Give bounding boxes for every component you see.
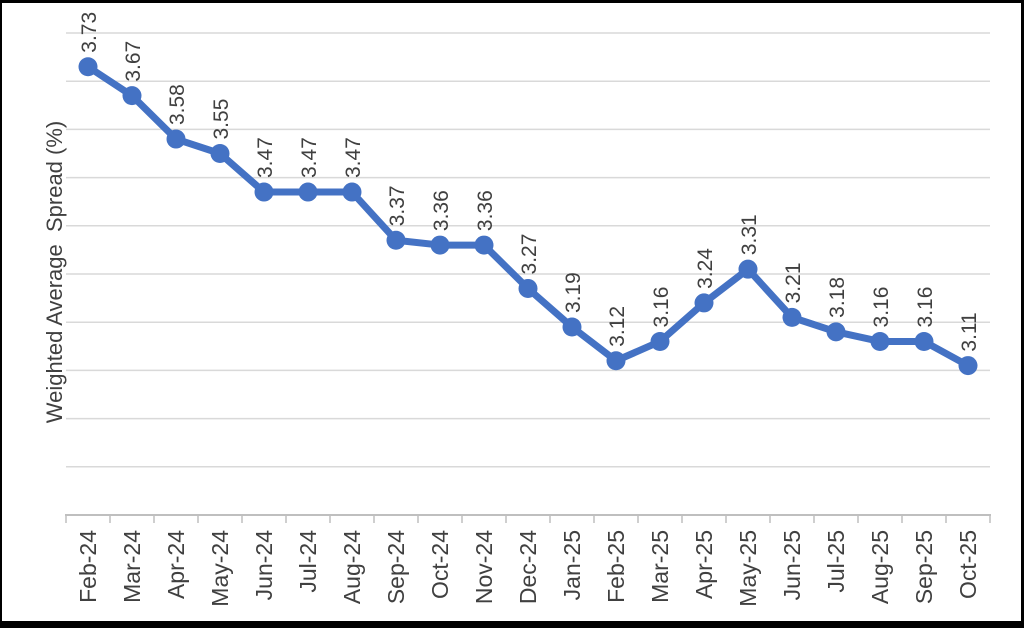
data-label: 3.27 bbox=[518, 234, 541, 275]
x-axis-tick-label: Mar-25 bbox=[647, 530, 673, 603]
data-point-marker bbox=[122, 86, 142, 106]
data-label: 3.11 bbox=[958, 312, 981, 351]
data-label: 3.12 bbox=[606, 306, 629, 347]
data-label: 3.24 bbox=[694, 248, 717, 289]
x-axis-tick-label: Mar-24 bbox=[119, 530, 145, 603]
data-label: 3.16 bbox=[650, 287, 673, 328]
data-point-marker bbox=[254, 182, 274, 202]
data-label: 3.67 bbox=[122, 41, 145, 82]
data-point-marker bbox=[958, 356, 978, 376]
x-axis-tick-label: Dec-24 bbox=[515, 530, 541, 604]
data-label: 3.19 bbox=[562, 272, 585, 313]
x-axis-tick-label: May-24 bbox=[207, 530, 233, 607]
data-label: 3.47 bbox=[298, 137, 321, 178]
data-point-marker bbox=[430, 235, 450, 255]
x-axis-tick-label: Apr-24 bbox=[163, 530, 189, 599]
data-point-marker bbox=[342, 182, 362, 202]
x-axis-tick-label: May-25 bbox=[735, 530, 761, 607]
data-label: 3.36 bbox=[474, 190, 497, 231]
data-label: 3.73 bbox=[78, 12, 101, 53]
data-point-marker bbox=[694, 293, 714, 313]
data-label: 3.55 bbox=[210, 99, 233, 140]
data-label: 3.47 bbox=[254, 137, 277, 178]
chart-canvas: 3.73 3.67 3.58 3.55 3.47 3.47 3.47 3.37 3.36 3.36… bbox=[2, 3, 1021, 621]
data-point-marker bbox=[738, 259, 758, 279]
x-axis-tick-label: Aug-25 bbox=[867, 530, 893, 604]
data-label: 3.58 bbox=[166, 84, 189, 125]
data-point-marker bbox=[474, 235, 494, 255]
data-point-marker bbox=[870, 331, 890, 351]
x-axis-tick-label: Jun-25 bbox=[779, 530, 805, 600]
data-point-marker bbox=[210, 144, 230, 163]
data-point-marker bbox=[562, 317, 582, 337]
line-chart: 3.73 3.67 3.58 3.55 3.47 3.47 3.47 3.37 3.36 3.36… bbox=[42, 12, 991, 607]
x-axis-tick-label: Feb-24 bbox=[75, 530, 101, 603]
y-axis-title: Weighted Average Spread (%) bbox=[42, 121, 67, 423]
data-label: 3.16 bbox=[914, 287, 937, 328]
data-point-marker bbox=[518, 278, 538, 298]
data-point-marker bbox=[166, 129, 186, 149]
x-axis-tick-label: Jan-25 bbox=[559, 530, 585, 600]
data-point-marker bbox=[914, 331, 934, 351]
x-axis-tick-label: Sep-24 bbox=[383, 530, 409, 604]
data-point-marker bbox=[386, 230, 406, 250]
x-axis-tick-label: Jul-25 bbox=[823, 530, 849, 593]
data-label: 3.47 bbox=[342, 137, 365, 178]
data-label: 3.31 bbox=[738, 214, 761, 255]
x-axis-tick-label: Nov-24 bbox=[471, 530, 497, 604]
data-point-marker bbox=[650, 331, 670, 351]
x-axis-tick-label: Feb-25 bbox=[603, 530, 629, 603]
x-axis-tick-label: Jun-24 bbox=[251, 530, 277, 601]
data-point-marker bbox=[782, 307, 802, 327]
data-point-marker bbox=[78, 57, 98, 77]
x-axis-tick-label: Oct-24 bbox=[427, 530, 453, 599]
x-axis-tick-label: Aug-24 bbox=[339, 530, 365, 604]
data-label: 3.18 bbox=[826, 277, 849, 318]
x-axis-tick-label: Jul-24 bbox=[295, 530, 321, 593]
data-label: 3.21 bbox=[782, 263, 805, 304]
data-label: 3.16 bbox=[870, 287, 893, 328]
data-point-marker bbox=[298, 182, 318, 202]
data-label: 3.37 bbox=[386, 185, 409, 226]
x-axis-tick-label: Sep-25 bbox=[911, 530, 937, 604]
x-axis-tick-label: Apr-25 bbox=[691, 530, 717, 599]
data-point-marker bbox=[606, 351, 626, 371]
data-label: 3.36 bbox=[430, 190, 453, 231]
x-axis-tick-label: Oct-25 bbox=[955, 530, 981, 599]
data-point-marker bbox=[826, 322, 846, 342]
